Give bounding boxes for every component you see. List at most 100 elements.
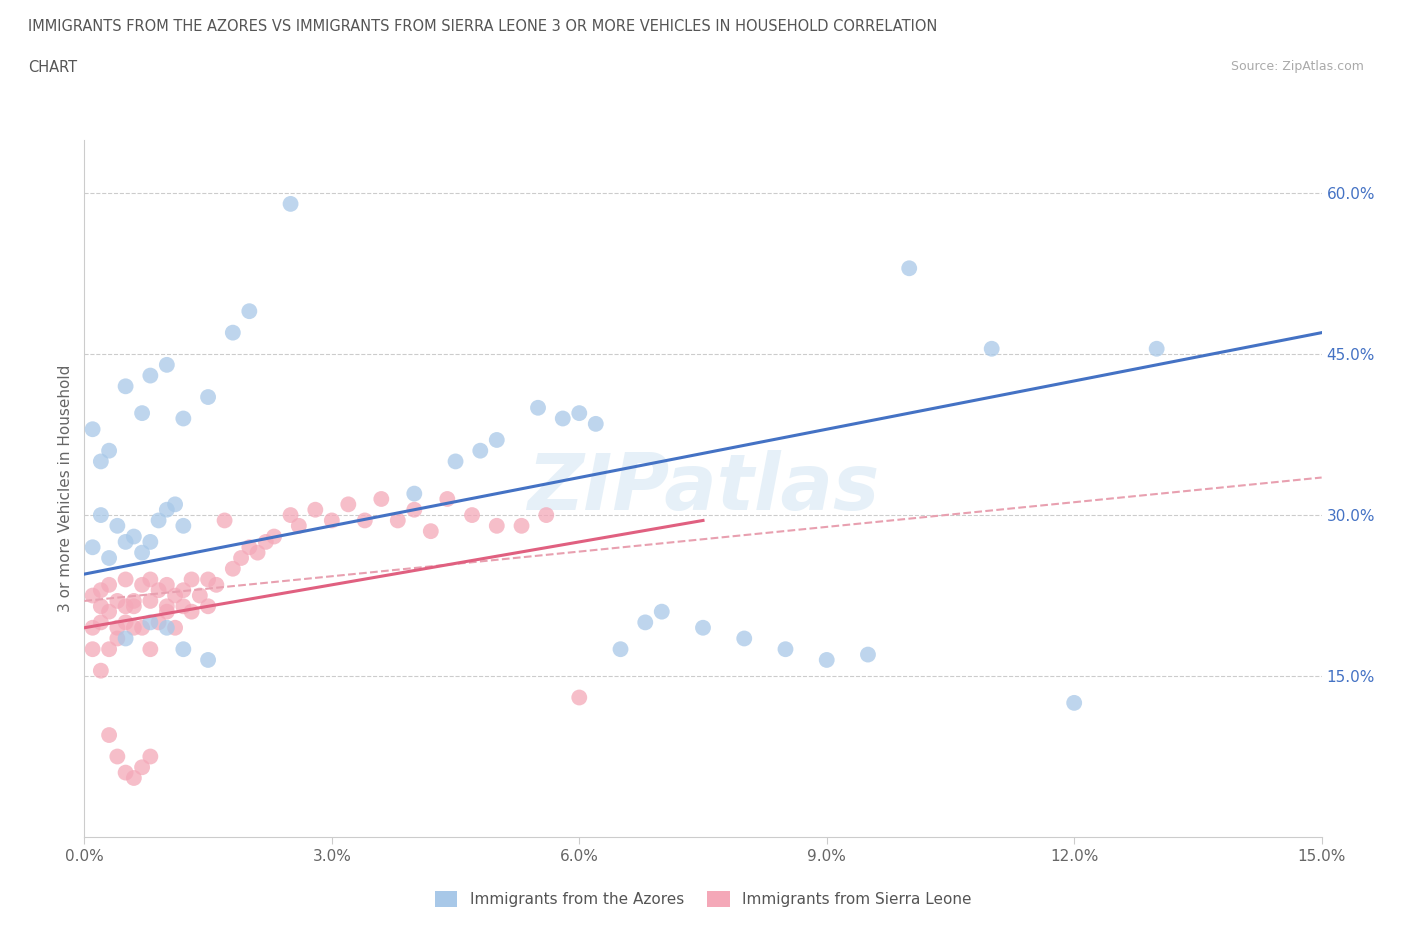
Point	[156, 357, 179, 372]
Point	[214, 513, 236, 528]
Point	[131, 578, 153, 592]
Point	[139, 368, 162, 383]
Point	[485, 432, 508, 447]
Point	[551, 411, 574, 426]
Point	[122, 620, 145, 635]
Point	[82, 422, 104, 437]
Point	[148, 583, 170, 598]
Point	[114, 572, 136, 587]
Point	[692, 620, 714, 635]
Point	[485, 518, 508, 533]
Legend: Immigrants from the Azores, Immigrants from Sierra Leone: Immigrants from the Azores, Immigrants f…	[429, 884, 977, 913]
Point	[105, 631, 128, 646]
Point	[122, 599, 145, 614]
Point	[156, 620, 179, 635]
Point	[634, 615, 657, 630]
Point	[775, 642, 797, 657]
Point	[387, 513, 409, 528]
Point	[288, 518, 311, 533]
Point	[114, 615, 136, 630]
Point	[238, 304, 260, 319]
Point	[510, 518, 533, 533]
Point	[122, 529, 145, 544]
Point	[90, 663, 112, 678]
Point	[131, 620, 153, 635]
Point	[222, 562, 245, 577]
Point	[280, 508, 302, 523]
Y-axis label: 3 or more Vehicles in Household: 3 or more Vehicles in Household	[58, 365, 73, 612]
Point	[165, 620, 187, 635]
Point	[321, 513, 343, 528]
Point	[90, 599, 112, 614]
Point	[651, 604, 673, 619]
Point	[229, 551, 252, 565]
Point	[139, 535, 162, 550]
Point	[139, 749, 162, 764]
Point	[148, 615, 170, 630]
Point	[246, 545, 269, 560]
Point	[82, 539, 104, 554]
Point	[122, 593, 145, 608]
Point	[370, 492, 392, 507]
Point	[165, 588, 187, 603]
Text: CHART: CHART	[28, 60, 77, 75]
Point	[280, 196, 302, 211]
Point	[105, 749, 128, 764]
Point	[254, 535, 277, 550]
Point	[82, 620, 104, 635]
Point	[304, 502, 326, 517]
Point	[536, 508, 558, 523]
Point	[156, 599, 179, 614]
Point	[461, 508, 484, 523]
Point	[222, 326, 245, 340]
Point	[980, 341, 1002, 356]
Point	[98, 578, 121, 592]
Point	[114, 535, 136, 550]
Point	[815, 653, 838, 668]
Point	[105, 620, 128, 635]
Point	[98, 551, 121, 565]
Point	[197, 390, 219, 405]
Point	[205, 578, 228, 592]
Point	[105, 518, 128, 533]
Point	[82, 588, 104, 603]
Point	[139, 572, 162, 587]
Point	[733, 631, 755, 646]
Point	[98, 642, 121, 657]
Point	[197, 599, 219, 614]
Point	[82, 642, 104, 657]
Point	[172, 642, 194, 657]
Point	[197, 653, 219, 668]
Point	[139, 642, 162, 657]
Point	[180, 572, 202, 587]
Point	[98, 444, 121, 458]
Point	[436, 492, 458, 507]
Point	[238, 539, 260, 554]
Point	[470, 444, 492, 458]
Point	[404, 486, 426, 501]
Point	[856, 647, 879, 662]
Point	[1146, 341, 1168, 356]
Point	[165, 497, 187, 512]
Point	[156, 578, 179, 592]
Point	[568, 690, 591, 705]
Point	[172, 411, 194, 426]
Point	[114, 765, 136, 780]
Point	[139, 593, 162, 608]
Point	[404, 502, 426, 517]
Point	[98, 604, 121, 619]
Point	[337, 497, 360, 512]
Point	[180, 604, 202, 619]
Point	[197, 572, 219, 587]
Point	[90, 508, 112, 523]
Point	[156, 502, 179, 517]
Point	[90, 454, 112, 469]
Point	[444, 454, 467, 469]
Text: Source: ZipAtlas.com: Source: ZipAtlas.com	[1230, 60, 1364, 73]
Point	[90, 615, 112, 630]
Point	[172, 599, 194, 614]
Point	[263, 529, 285, 544]
Point	[419, 524, 441, 538]
Point	[105, 593, 128, 608]
Point	[122, 771, 145, 786]
